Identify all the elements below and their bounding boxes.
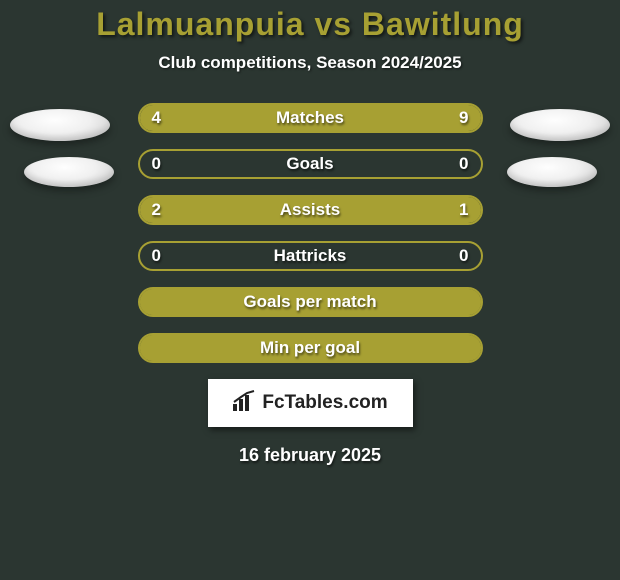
stat-row: 0 0 Goals <box>138 149 483 179</box>
stat-rows: 4 9 Matches 0 0 Goals 2 1 Assists 0 0 Hattricks Goal… <box>138 103 483 363</box>
stat-label: Goals per match <box>243 292 376 312</box>
stat-value-right: 9 <box>459 108 468 128</box>
infographic-root: Lalmuanpuia vs Bawitlung Club competitio… <box>0 0 620 580</box>
stat-value-left: 0 <box>152 246 161 266</box>
stat-label: Min per goal <box>260 338 360 358</box>
chart-icon <box>232 390 262 417</box>
stat-value-left: 0 <box>152 154 161 174</box>
stat-value-right: 0 <box>459 246 468 266</box>
stat-row: 2 1 Assists <box>138 195 483 225</box>
date-line: 16 february 2025 <box>0 445 620 466</box>
stat-row: 4 9 Matches <box>138 103 483 133</box>
stat-row: Goals per match <box>138 287 483 317</box>
cloud-decoration <box>24 157 114 187</box>
cloud-decoration <box>507 157 597 187</box>
stat-row: 0 0 Hattricks <box>138 241 483 271</box>
stat-row: Min per goal <box>138 333 483 363</box>
page-title: Lalmuanpuia vs Bawitlung <box>0 0 620 43</box>
cloud-decoration <box>510 109 610 141</box>
logo-badge: FcTables.com <box>208 379 413 427</box>
stat-label: Goals <box>286 154 333 174</box>
stat-label: Matches <box>276 108 344 128</box>
stats-zone: 4 9 Matches 0 0 Goals 2 1 Assists 0 0 Hattricks Goal… <box>0 103 620 363</box>
cloud-decoration <box>10 109 110 141</box>
stat-value-right: 1 <box>459 200 468 220</box>
logo-text: FcTables.com <box>262 392 387 414</box>
stat-label: Hattricks <box>274 246 347 266</box>
stat-value-right: 0 <box>459 154 468 174</box>
stat-value-left: 2 <box>152 200 161 220</box>
stat-label: Assists <box>280 200 340 220</box>
subtitle: Club competitions, Season 2024/2025 <box>0 53 620 73</box>
stat-value-left: 4 <box>152 108 161 128</box>
